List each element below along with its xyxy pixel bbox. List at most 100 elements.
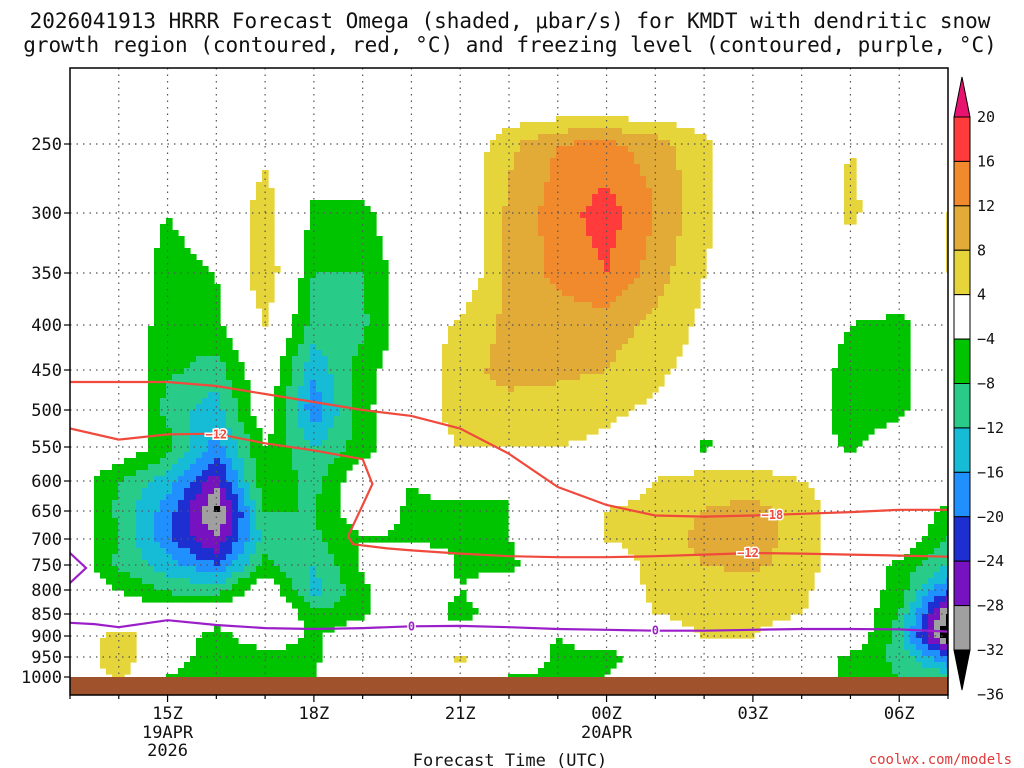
omega-cell (442, 416, 449, 423)
omega-cell (556, 230, 563, 237)
omega-cell (694, 224, 701, 231)
omega-cell (694, 290, 701, 297)
omega-cell (352, 602, 359, 609)
omega-cell (214, 476, 221, 483)
omega-cell (358, 272, 365, 279)
omega-cell (550, 272, 557, 279)
omega-cell (226, 440, 233, 447)
omega-cell (646, 326, 653, 333)
omega-cell (598, 134, 605, 141)
omega-cell (328, 236, 335, 243)
omega-cell (310, 236, 317, 243)
omega-cell (682, 620, 689, 627)
omega-cell (688, 230, 695, 237)
omega-cell (520, 368, 527, 375)
omega-cell (292, 374, 299, 381)
omega-cell (358, 536, 365, 543)
omega-cell (286, 542, 293, 549)
omega-cell (268, 650, 275, 657)
omega-cell (100, 494, 107, 501)
omega-cell (118, 650, 125, 657)
omega-cell (160, 428, 167, 435)
omega-cell (586, 662, 593, 669)
omega-cell (592, 668, 599, 675)
omega-cell (334, 218, 341, 225)
omega-cell (202, 296, 209, 303)
omega-cell (496, 218, 503, 225)
omega-cell (562, 146, 569, 153)
omega-cell (322, 344, 329, 351)
omega-cell (502, 374, 509, 381)
omega-cell (166, 494, 173, 501)
omega-cell (442, 368, 449, 375)
omega-cell (670, 224, 677, 231)
omega-cell (592, 266, 599, 273)
omega-cell (526, 374, 533, 381)
omega-cell (322, 476, 329, 483)
omega-cell (166, 380, 173, 387)
omega-cell (448, 518, 455, 525)
omega-cell (322, 302, 329, 309)
omega-cell (304, 374, 311, 381)
omega-cell (274, 494, 281, 501)
omega-cell (616, 350, 623, 357)
omega-cell (574, 218, 581, 225)
omega-cell (628, 536, 635, 543)
omega-cell (592, 140, 599, 147)
omega-cell (286, 338, 293, 345)
omega-cell (610, 332, 617, 339)
omega-cell (346, 590, 353, 597)
omega-cell (196, 482, 203, 489)
omega-cell (304, 572, 311, 579)
omega-cell (532, 308, 539, 315)
omega-cell (166, 374, 173, 381)
omega-cell (664, 530, 671, 537)
omega-cell (604, 164, 611, 171)
omega-cell (436, 512, 443, 519)
omega-cell (544, 200, 551, 207)
omega-cell (610, 206, 617, 213)
omega-cell (478, 554, 485, 561)
omega-cell (502, 242, 509, 249)
omega-cell (262, 236, 269, 243)
omega-cell (280, 518, 287, 525)
omega-cell (316, 554, 323, 561)
omega-cell (670, 344, 677, 351)
omega-cell (676, 248, 683, 255)
omega-cell (514, 356, 521, 363)
omega-cell (346, 254, 353, 261)
omega-cell (430, 518, 437, 525)
omega-cell (160, 446, 167, 453)
omega-cell (238, 422, 245, 429)
omega-cell (688, 278, 695, 285)
omega-cell (358, 212, 365, 219)
omega-cell (628, 512, 635, 519)
omega-cell (454, 416, 461, 423)
omega-cell (670, 560, 677, 567)
omega-cell (502, 410, 509, 417)
omega-cell (676, 182, 683, 189)
omega-cell (574, 134, 581, 141)
omega-cell (214, 500, 221, 507)
omega-cell (454, 386, 461, 393)
omega-cell (664, 218, 671, 225)
omega-cell (364, 290, 371, 297)
omega-cell (220, 518, 227, 525)
omega-cell (520, 146, 527, 153)
omega-cell (292, 326, 299, 333)
omega-cell (586, 380, 593, 387)
omega-cell (112, 584, 119, 591)
omega-cell (214, 548, 221, 555)
omega-cell (520, 182, 527, 189)
omega-cell (172, 458, 179, 465)
omega-cell (148, 578, 155, 585)
omega-cell (268, 188, 275, 195)
omega-cell (460, 608, 467, 615)
omega-cell (328, 428, 335, 435)
omega-cell (160, 506, 167, 513)
omega-cell (538, 206, 545, 213)
omega-cell (550, 224, 557, 231)
omega-cell (298, 518, 305, 525)
omega-cell (382, 260, 389, 267)
omega-cell (298, 596, 305, 603)
